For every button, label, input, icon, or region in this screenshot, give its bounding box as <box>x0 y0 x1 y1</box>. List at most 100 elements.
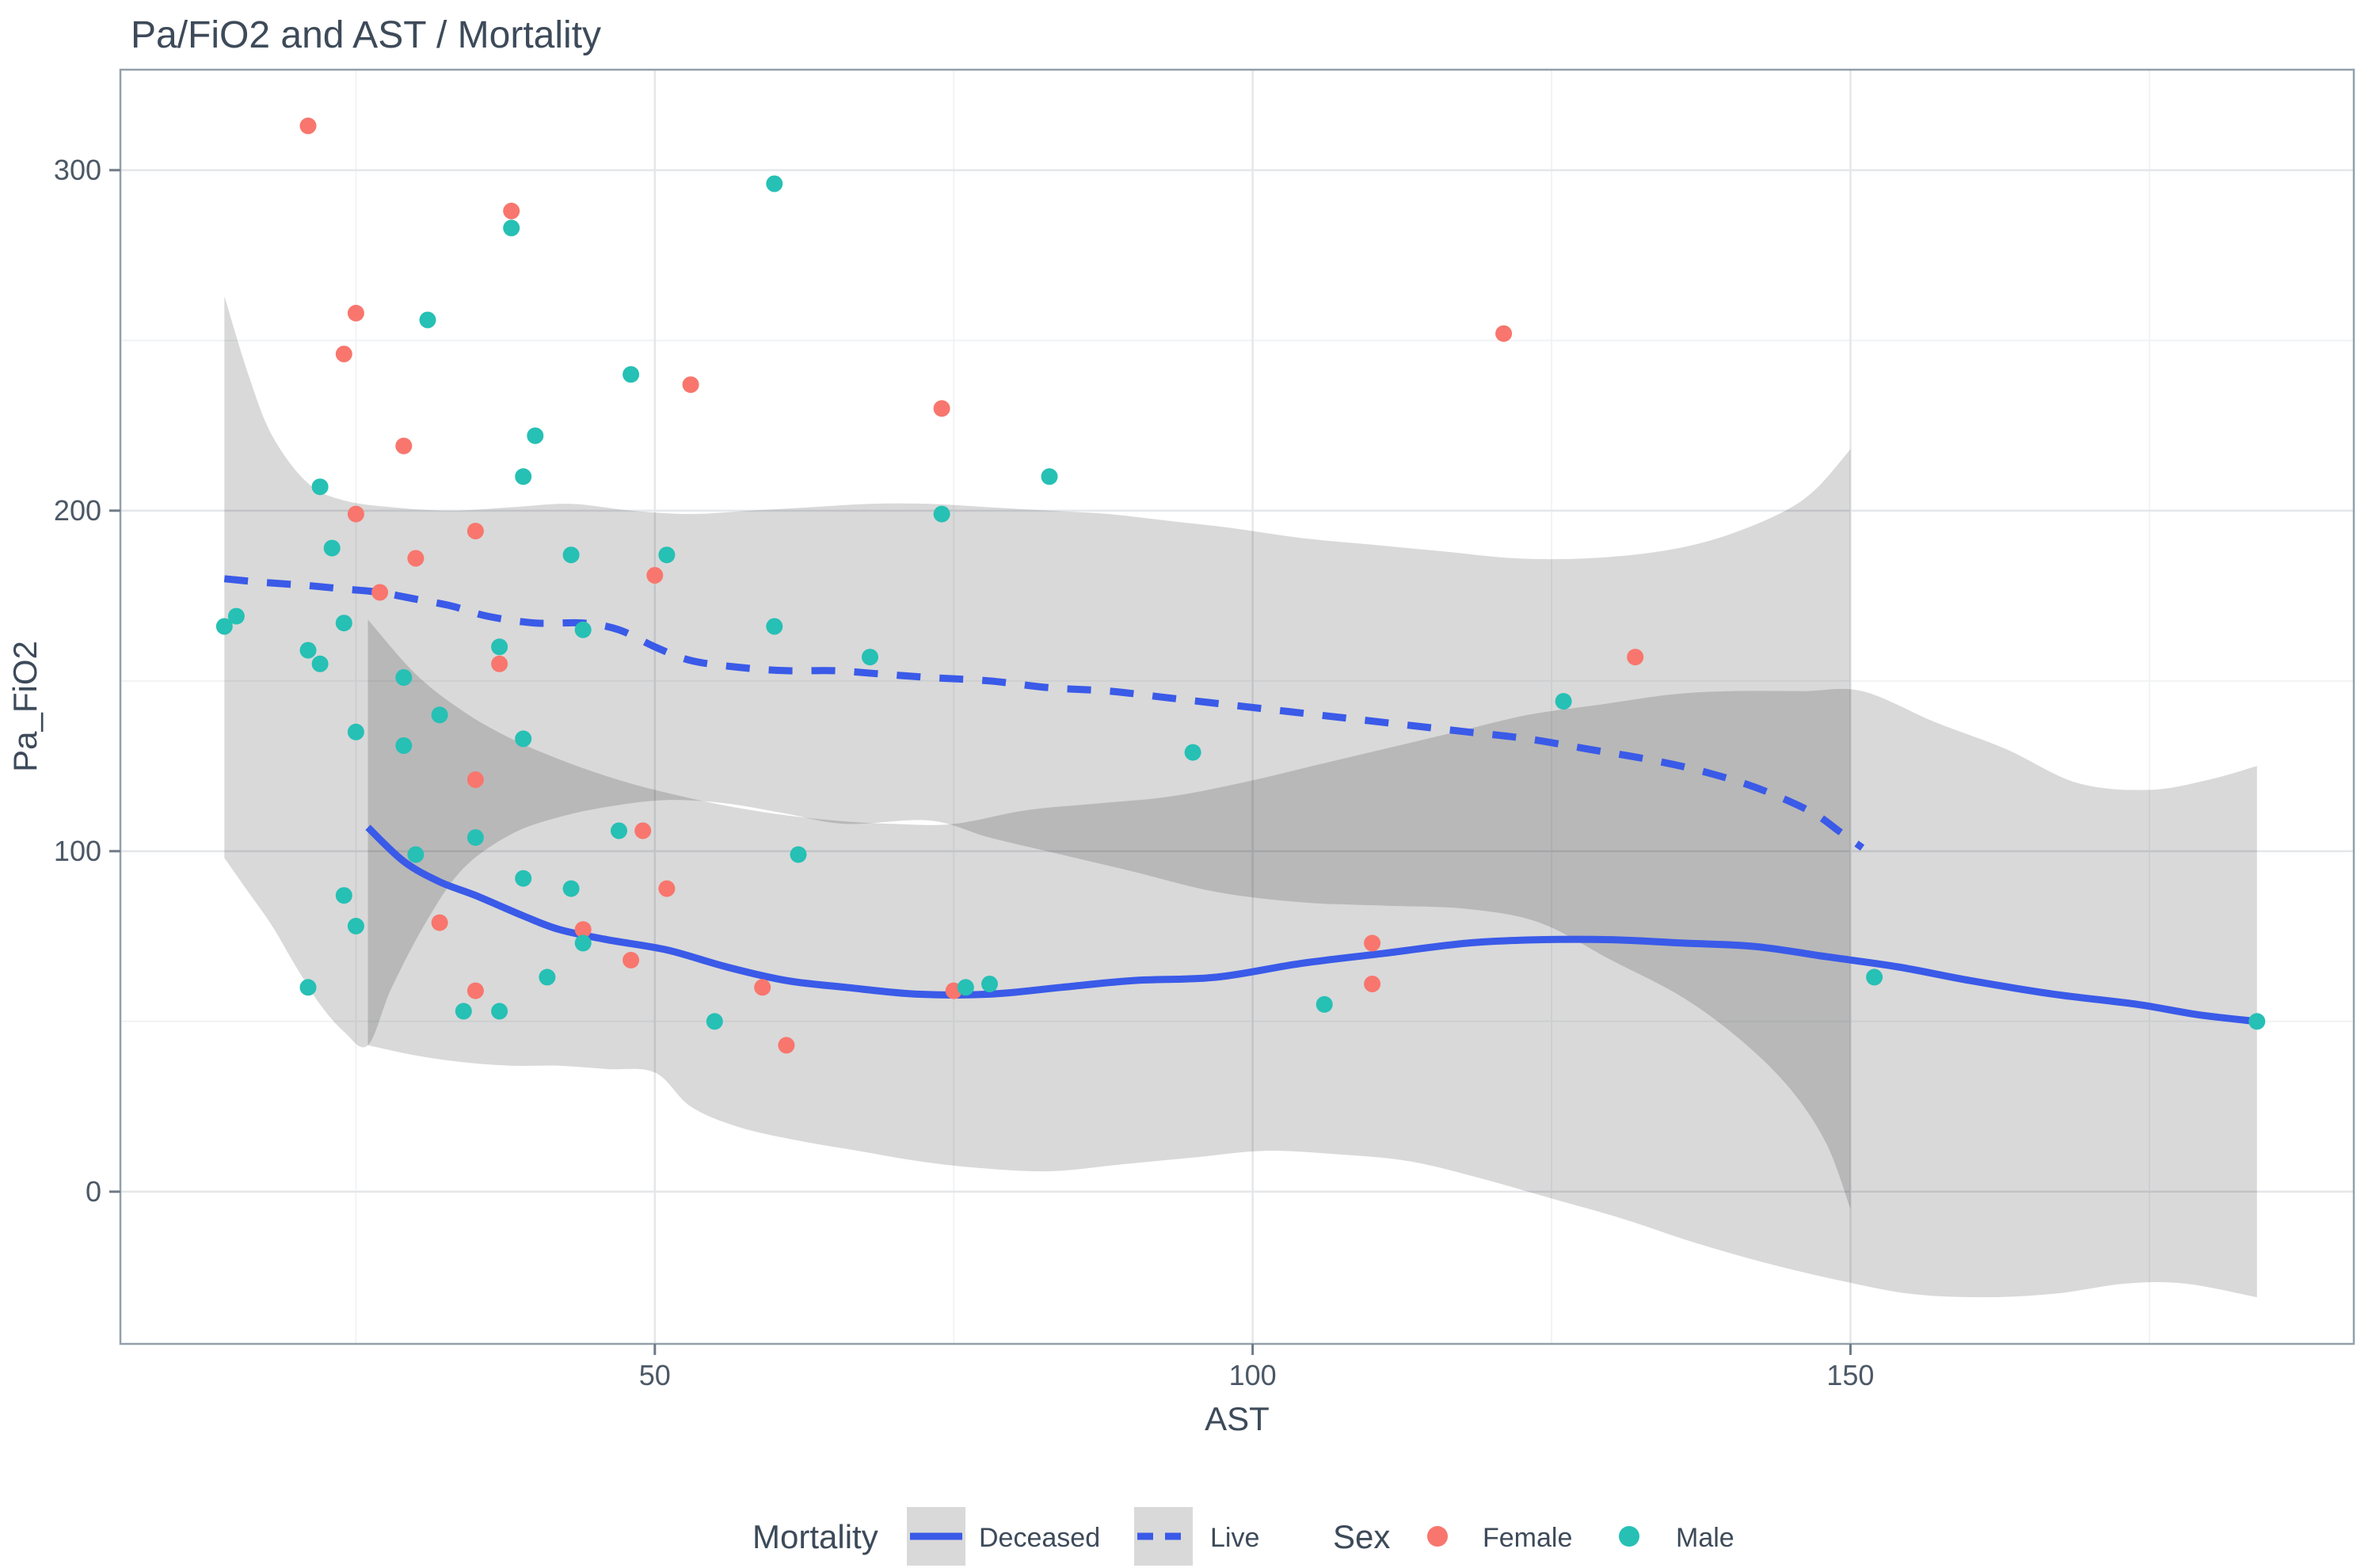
male-point <box>323 539 341 557</box>
x-tick-label: 50 <box>639 1359 671 1391</box>
female-point <box>466 771 484 788</box>
female-point <box>347 304 364 322</box>
female-point <box>623 951 640 969</box>
plot-panel <box>120 70 2354 1344</box>
male-point <box>658 546 676 564</box>
male-point <box>933 505 950 523</box>
male-point <box>574 934 592 952</box>
female-point <box>466 523 484 540</box>
male-point <box>491 638 508 656</box>
male-point <box>227 607 245 625</box>
legend-label-female: Female <box>1483 1523 1572 1553</box>
female-point <box>933 400 950 417</box>
male-point <box>611 822 627 839</box>
axis-ticks: 0 100 200 300 50 100 150 <box>54 154 1875 1391</box>
male-point <box>407 846 425 863</box>
female-point <box>658 880 676 897</box>
female-point <box>574 921 592 938</box>
male-point <box>562 880 580 897</box>
male-point <box>466 829 484 847</box>
male-point <box>311 478 329 496</box>
male-point <box>347 723 364 740</box>
male-point <box>1866 969 1883 986</box>
male-point <box>562 546 580 564</box>
male-point <box>299 979 317 996</box>
legend-label-live: Live <box>1210 1523 1259 1553</box>
male-point <box>957 979 974 996</box>
male-point <box>455 1003 472 1020</box>
male-point <box>335 887 352 904</box>
male-point <box>395 737 413 754</box>
male-point <box>491 1003 508 1020</box>
y-tick-label: 0 <box>86 1175 101 1208</box>
male-point <box>706 1013 723 1030</box>
male-point <box>311 655 329 672</box>
male-point <box>539 969 556 986</box>
y-tick-label: 100 <box>54 835 101 867</box>
male-point <box>515 870 532 887</box>
female-point <box>1364 934 1381 952</box>
legend-key-live[interactable] <box>1134 1507 1193 1566</box>
male-point <box>1041 468 1058 485</box>
female-point <box>407 550 425 567</box>
male-point <box>299 641 317 659</box>
male-point <box>335 615 352 632</box>
male-point <box>515 730 532 748</box>
male-point-key-icon[interactable] <box>1619 1526 1639 1547</box>
female-point <box>431 914 448 931</box>
female-point <box>491 655 508 672</box>
male-point <box>574 621 592 638</box>
male-point <box>790 846 807 863</box>
male-point <box>1316 995 1333 1013</box>
legend-sex-title: Sex <box>1333 1518 1390 1555</box>
female-point <box>299 117 317 135</box>
female-point <box>754 979 771 996</box>
female-point-key-icon[interactable] <box>1427 1526 1448 1547</box>
male-point <box>503 219 520 237</box>
male-point <box>623 366 640 383</box>
male-point <box>431 706 448 724</box>
male-point <box>981 976 998 992</box>
male-point <box>766 175 783 192</box>
legend-label-male: Male <box>1676 1523 1734 1553</box>
male-point <box>1555 693 1572 710</box>
male-point <box>2248 1013 2266 1030</box>
male-point <box>862 649 878 666</box>
male-point <box>1184 744 1201 761</box>
x-tick-label: 150 <box>1826 1359 1874 1391</box>
male-point <box>527 427 544 444</box>
male-point <box>395 669 413 686</box>
legend-key-deceased[interactable] <box>907 1507 965 1566</box>
legend-mortality-title: Mortality <box>752 1518 878 1555</box>
plot-title: Pa/FiO2 and AST / Mortality <box>131 14 601 56</box>
scatter-points <box>215 117 2266 1054</box>
y-tick-label: 300 <box>54 154 101 186</box>
female-point <box>1627 649 1644 666</box>
male-point <box>215 618 233 635</box>
female-point <box>646 567 664 584</box>
x-axis-label: AST <box>1205 1400 1270 1437</box>
legend: Mortality Deceased Live Sex Female Male <box>752 1507 1734 1566</box>
ci-ribbon-live <box>224 295 1851 1209</box>
y-tick-label: 200 <box>54 494 101 527</box>
male-point <box>766 618 783 635</box>
male-point <box>347 917 364 934</box>
female-point <box>1364 976 1381 992</box>
male-point <box>515 468 532 485</box>
female-point <box>634 822 652 839</box>
female-point <box>466 982 484 999</box>
female-point <box>335 345 352 363</box>
legend-label-deceased: Deceased <box>979 1523 1100 1553</box>
female-point <box>347 505 364 523</box>
smooth-line-live <box>223 575 1865 851</box>
female-point <box>682 376 699 394</box>
female-point <box>395 437 413 455</box>
female-point <box>778 1037 795 1054</box>
panel-border <box>119 68 2355 1345</box>
gridlines <box>120 70 2354 1344</box>
female-point <box>503 202 520 219</box>
female-point <box>371 584 389 601</box>
male-point <box>419 311 436 329</box>
